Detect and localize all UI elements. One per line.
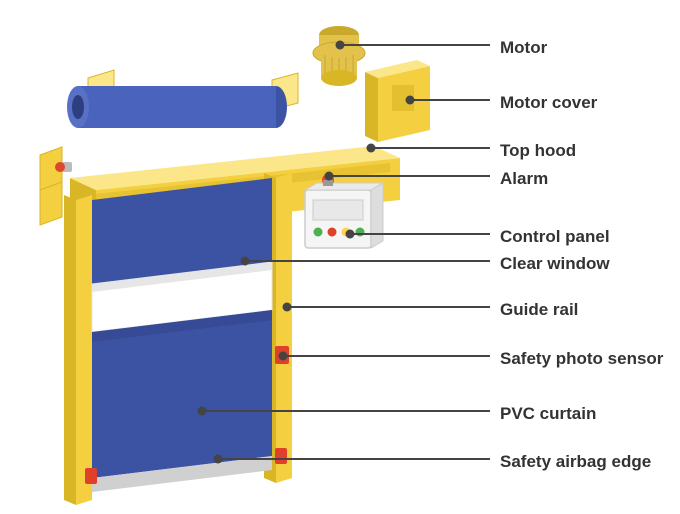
guide-rail-leader bbox=[287, 306, 490, 308]
pvc-curtain-leader bbox=[202, 410, 490, 412]
airbag-edge-label-text: Safety airbag edge bbox=[500, 452, 651, 472]
control-panel bbox=[305, 174, 383, 248]
top-hood-label: Top hood bbox=[500, 141, 576, 161]
airbag-edge-leader bbox=[218, 458, 490, 460]
control-panel-label: Control panel bbox=[500, 227, 610, 247]
safety-sensor-leader bbox=[283, 355, 490, 357]
sensor-left bbox=[85, 468, 97, 484]
control-panel-label-text: Control panel bbox=[500, 227, 610, 247]
alarm-label-text: Alarm bbox=[500, 169, 548, 189]
motor bbox=[313, 26, 365, 86]
safety-sensor-label-text: Safety photo sensor bbox=[500, 349, 663, 369]
motor-label: Motor bbox=[500, 38, 547, 58]
motor-leader bbox=[340, 44, 490, 46]
motor-cover bbox=[365, 60, 430, 142]
airbag-edge-label: Safety airbag edge bbox=[500, 452, 651, 472]
safety-sensor-label: Safety photo sensor bbox=[500, 349, 663, 369]
alarm-label: Alarm bbox=[500, 169, 548, 189]
pvc-curtain-lower bbox=[92, 310, 272, 478]
clear-window-leader bbox=[245, 260, 490, 262]
motor-label-text: Motor bbox=[500, 38, 547, 58]
motor-cover-label: Motor cover bbox=[500, 93, 597, 113]
control-panel-leader bbox=[350, 233, 490, 235]
clear-window-label: Clear window bbox=[500, 254, 610, 274]
bracket-left-lower bbox=[40, 182, 62, 225]
guide-rail-left bbox=[64, 195, 92, 505]
motor-cover-leader bbox=[410, 99, 490, 101]
alarm-leader bbox=[329, 175, 490, 177]
pvc-curtain-label-text: PVC curtain bbox=[500, 404, 596, 424]
motor-cover-label-text: Motor cover bbox=[500, 93, 597, 113]
clear-window-label-text: Clear window bbox=[500, 254, 610, 274]
pvc-curtain-label: PVC curtain bbox=[500, 404, 596, 424]
guide-rail-label: Guide rail bbox=[500, 300, 578, 320]
top-hood-label-text: Top hood bbox=[500, 141, 576, 161]
top-hood-leader bbox=[371, 147, 490, 149]
guide-rail-label-text: Guide rail bbox=[500, 300, 578, 320]
